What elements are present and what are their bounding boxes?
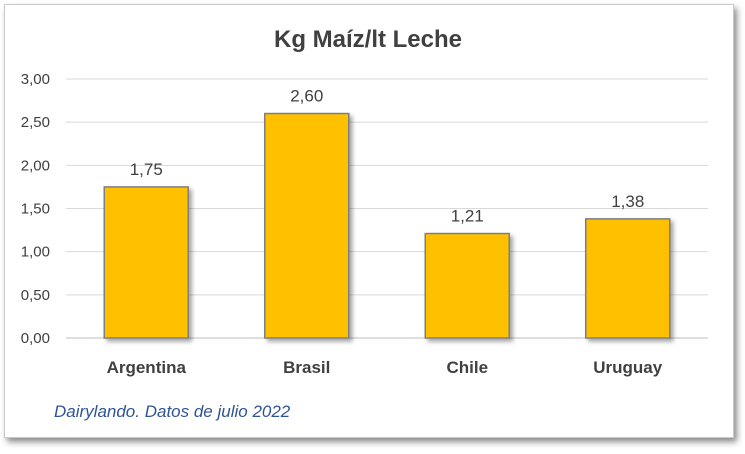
data-label-brasil: 2,60 xyxy=(290,87,323,106)
source-note: Dairylando. Datos de julio 2022 xyxy=(54,402,291,421)
category-label-argentina: Argentina xyxy=(107,358,187,377)
y-tick-label: 2,50 xyxy=(21,114,50,131)
y-tick-label: 0,50 xyxy=(21,287,50,304)
bar-uruguay xyxy=(585,218,671,339)
category-label-brasil: Brasil xyxy=(283,358,330,377)
data-label-argentina: 1,75 xyxy=(130,160,163,179)
bar-chile xyxy=(424,232,510,339)
y-tick-label: 1,00 xyxy=(21,244,50,261)
x-axis-categories: Argentina Brasil Chile Uruguay xyxy=(107,358,663,377)
y-tick-label: 0,00 xyxy=(21,330,50,347)
y-tick-label: 1,50 xyxy=(21,201,50,218)
bar-brasil xyxy=(264,112,350,339)
data-labels: 1,75 2,60 1,21 1,38 xyxy=(130,87,645,226)
bars xyxy=(103,112,671,339)
y-tick-label: 2,00 xyxy=(21,157,50,174)
y-tick-label: 3,00 xyxy=(21,71,50,88)
data-label-chile: 1,21 xyxy=(451,207,484,226)
data-label-uruguay: 1,38 xyxy=(611,192,644,211)
category-label-uruguay: Uruguay xyxy=(593,358,663,377)
chart-title: Kg Maíz/lt Leche xyxy=(274,26,462,53)
bar-argentina xyxy=(103,186,189,339)
y-axis-ticks: 0,00 0,50 1,00 1,50 2,00 2,50 3,00 xyxy=(21,71,50,347)
category-label-chile: Chile xyxy=(446,358,488,377)
